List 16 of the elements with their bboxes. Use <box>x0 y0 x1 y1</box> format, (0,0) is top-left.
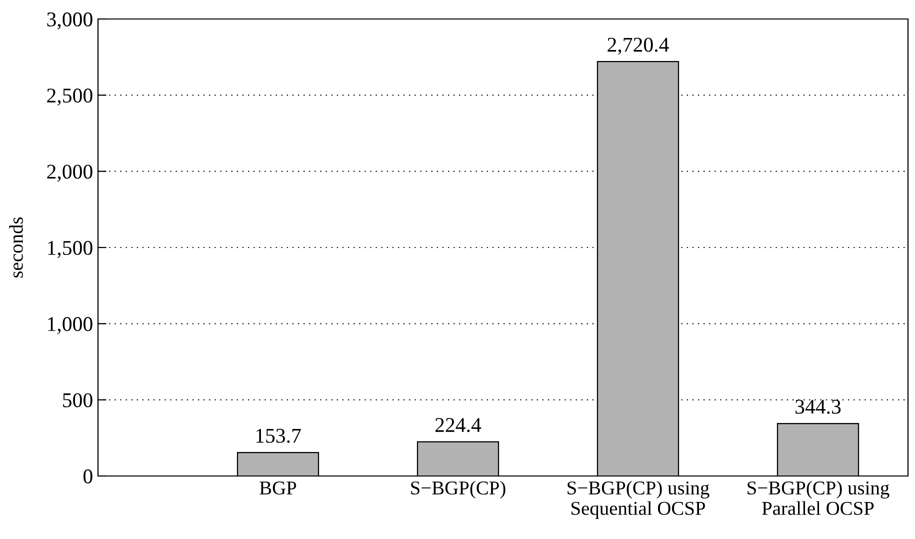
y-tick-label: 2,000 <box>47 164 92 182</box>
x-tick-label: S−BGP(CP) <box>411 480 506 498</box>
data-label: 2,720.4 <box>608 38 669 55</box>
x-tick-label: BGP <box>260 481 296 495</box>
y-tick-label: 1,500 <box>48 240 92 258</box>
x-tick-label: S−BGP(CP) using Parallel OCSP <box>748 480 890 515</box>
y-tick-label: 3,000 <box>47 12 92 30</box>
data-label: 153.7 <box>256 428 301 443</box>
y-tick-label: 500 <box>63 393 92 408</box>
data-label: 224.4 <box>435 418 482 432</box>
y-tick-label: 0 <box>84 469 92 484</box>
x-tick-label: S−BGP(CP) using Sequential OCSP <box>568 480 710 519</box>
y-tick-label: 2,500 <box>47 88 92 106</box>
y-tick-label: 1,000 <box>48 317 92 334</box>
y-axis-title: seconds <box>9 217 23 278</box>
data-label: 344.3 <box>796 400 841 414</box>
